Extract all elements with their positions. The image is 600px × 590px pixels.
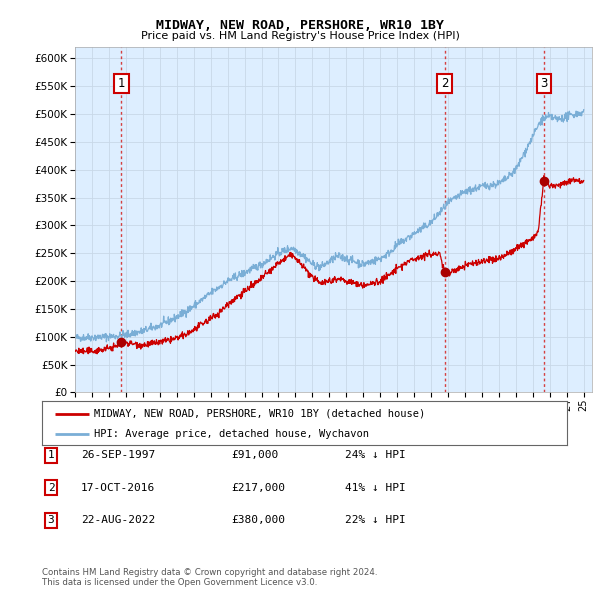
Text: MIDWAY, NEW ROAD, PERSHORE, WR10 1BY (detached house): MIDWAY, NEW ROAD, PERSHORE, WR10 1BY (de… <box>95 409 426 418</box>
Text: 22% ↓ HPI: 22% ↓ HPI <box>345 516 406 525</box>
Text: Price paid vs. HM Land Registry's House Price Index (HPI): Price paid vs. HM Land Registry's House … <box>140 31 460 41</box>
Text: 2: 2 <box>47 483 55 493</box>
Text: £91,000: £91,000 <box>231 451 278 460</box>
Text: 3: 3 <box>540 77 547 90</box>
Text: HPI: Average price, detached house, Wychavon: HPI: Average price, detached house, Wych… <box>95 430 370 440</box>
Text: £217,000: £217,000 <box>231 483 285 493</box>
Text: 22-AUG-2022: 22-AUG-2022 <box>81 516 155 525</box>
Text: 3: 3 <box>47 516 55 525</box>
Text: 41% ↓ HPI: 41% ↓ HPI <box>345 483 406 493</box>
Text: Contains HM Land Registry data © Crown copyright and database right 2024.
This d: Contains HM Land Registry data © Crown c… <box>42 568 377 587</box>
Text: 24% ↓ HPI: 24% ↓ HPI <box>345 451 406 460</box>
Text: £380,000: £380,000 <box>231 516 285 525</box>
Text: 2: 2 <box>441 77 448 90</box>
Text: 1: 1 <box>47 451 55 460</box>
Text: MIDWAY, NEW ROAD, PERSHORE, WR10 1BY: MIDWAY, NEW ROAD, PERSHORE, WR10 1BY <box>156 19 444 32</box>
Text: 17-OCT-2016: 17-OCT-2016 <box>81 483 155 493</box>
Text: 26-SEP-1997: 26-SEP-1997 <box>81 451 155 460</box>
Text: 1: 1 <box>118 77 125 90</box>
